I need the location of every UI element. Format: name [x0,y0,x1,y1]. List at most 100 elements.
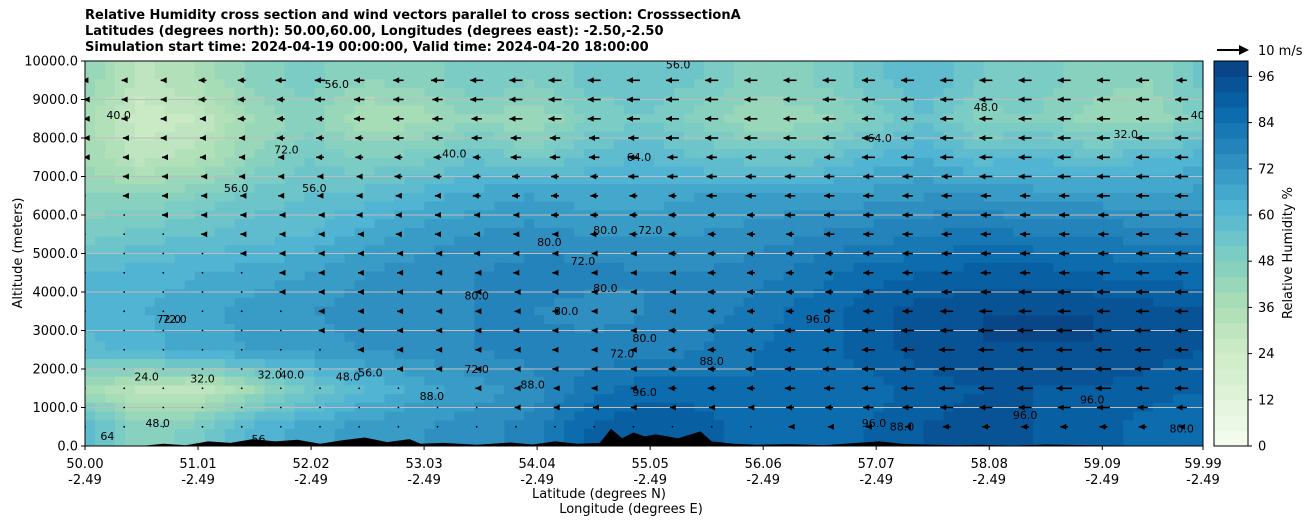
rh-cell [713,87,725,97]
rh-cell [464,104,475,115]
rh-cell [634,419,645,430]
rh-cell [354,87,366,97]
rh-cell [244,367,256,377]
rh-cell [963,218,975,228]
rh-cell [653,367,665,377]
rh-cell [484,253,495,263]
rh-cell [124,139,136,150]
rh-cell [634,78,645,88]
rh-cell [913,341,925,351]
wind-vector [593,425,596,428]
rh-cell [753,113,765,123]
rh-cell [1003,244,1014,255]
wind-vector [514,404,521,411]
rh-cell [164,201,176,211]
rh-cell [993,306,1004,316]
rh-cell [823,61,835,71]
rh-cell [244,428,256,438]
rh-cell [304,332,316,342]
rh-cell [673,131,685,141]
rh-cell [354,174,366,185]
rh-cell [1053,139,1064,150]
rh-cell [773,96,785,106]
rh-cell [1163,262,1174,272]
rh-cell [903,428,915,438]
rh-cell [1133,218,1144,228]
rh-cell [374,192,386,202]
rh-cell [733,411,745,421]
rh-cell [873,393,885,403]
rh-cell [953,402,965,412]
rh-cell [933,87,945,97]
rh-cell [1063,236,1074,246]
rh-cell [304,104,316,115]
rh-cell [444,69,455,80]
rh-cell [574,244,585,255]
rh-cell [85,227,96,237]
rh-cell [104,411,116,421]
rh-cell [903,244,915,255]
title-line-2: Latitudes (degrees north): 50.00,60.00, … [85,24,664,39]
rh-cell [85,192,96,202]
rh-cell [1163,131,1174,141]
rh-cell [1013,131,1024,141]
rh-cell [793,358,805,368]
rh-cell [574,428,585,438]
rh-cell [344,236,356,246]
rh-cell [644,314,655,325]
rh-cell [294,262,306,272]
rh-cell [454,279,465,290]
rh-cell [1113,306,1124,316]
rh-cell [484,341,495,351]
rh-cell [444,131,455,141]
rh-cell [524,297,535,307]
rh-cell [1133,201,1144,211]
rh-cell [444,393,455,403]
rh-cell [793,411,805,421]
rh-cell [524,279,535,290]
rh-cell [883,87,895,97]
wind-vector [515,425,517,428]
rh-cell [194,393,206,403]
rh-cell [614,201,625,211]
rh-cell [1013,384,1024,395]
rh-cell [594,218,605,228]
rh-cell [104,314,116,325]
rh-cell [733,69,745,80]
rh-cell [793,69,805,80]
rh-cell [384,69,396,80]
rh-cell [1193,271,1203,281]
rh-cell [803,332,815,342]
rh-cell [144,174,156,185]
rh-cell [284,376,296,386]
rh-cell [1173,174,1184,185]
rh-cell [134,131,146,141]
rh-cell [214,131,226,141]
rh-cell [544,139,555,150]
rh-cell [224,253,236,263]
rh-cell [314,323,326,333]
rh-cell [264,419,276,430]
rh-cell [1153,166,1164,176]
rh-cell [683,297,695,307]
rh-cell [94,288,106,298]
rh-cell [693,61,705,71]
rh-cell [893,183,905,193]
rh-cell [494,376,505,386]
rh-cell [85,61,96,71]
rh-cell [1123,314,1134,325]
rh-cell [484,393,495,403]
rh-cell [494,227,505,237]
rh-cell [494,113,505,123]
rh-cell [384,201,396,211]
rh-cell [604,271,615,281]
rh-cell [1003,341,1014,351]
rh-cell [184,166,196,176]
rh-cell [614,411,625,421]
rh-cell [234,306,246,316]
rh-cell [1033,87,1044,97]
rh-cell [644,139,655,150]
rh-cell [1063,131,1074,141]
rh-cell [554,428,565,438]
rh-cell [394,323,406,333]
